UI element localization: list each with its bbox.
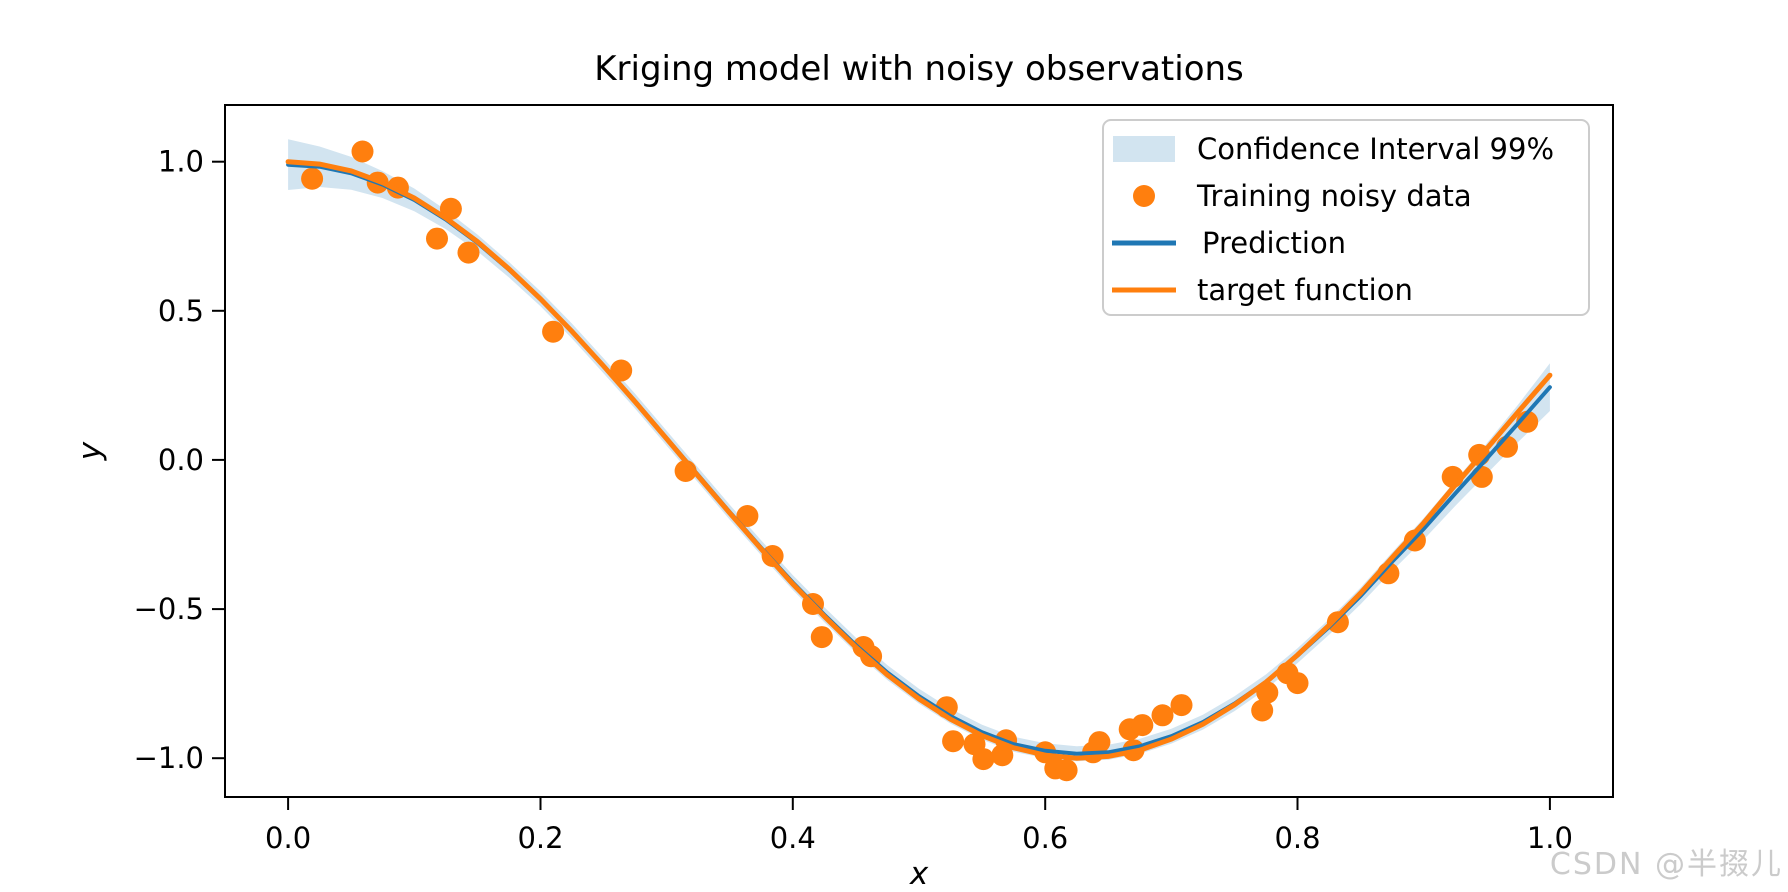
- training-point: [1326, 611, 1349, 634]
- training-point: [761, 545, 784, 567]
- legend-band-swatch: [1113, 136, 1175, 162]
- legend-item-prediction: Prediction: [1202, 226, 1346, 260]
- watermark: CSDN @半掇儿: [1550, 847, 1783, 882]
- legend-item-training-data: Training noisy data: [1196, 179, 1472, 213]
- training-point: [439, 197, 462, 220]
- training-point: [810, 626, 833, 649]
- plot-border: [224, 104, 1614, 798]
- training-point: [736, 505, 759, 527]
- training-point: [351, 140, 374, 163]
- y-tick-label: 1.0: [158, 145, 204, 179]
- legend-box: [1102, 119, 1590, 316]
- training-point: [301, 167, 324, 190]
- y-axis-ticks: −1.0 −0.5 0.0 0.5 1.0: [134, 145, 225, 775]
- training-point: [610, 359, 633, 382]
- chart-title: Kriging model with noisy observations: [594, 49, 1244, 89]
- x-tick-label: 0.8: [1274, 821, 1320, 855]
- training-point: [426, 227, 448, 250]
- legend-item-confidence-interval: Confidence Interval 99%: [1197, 132, 1554, 166]
- x-axis-ticks: 0.0 0.2 0.4 0.6 0.8 1.0: [265, 797, 1573, 855]
- x-tick-label: 0.0: [265, 821, 311, 855]
- training-point: [942, 730, 965, 753]
- target-function-curve: [285, 159, 1553, 761]
- x-tick-label: 1.0: [1527, 821, 1573, 855]
- x-tick-label: 0.2: [517, 821, 563, 855]
- legend: Confidence Interval 99% Training noisy d…: [1102, 119, 1590, 316]
- legend-scatter-swatch: [1133, 185, 1155, 207]
- y-tick-label: 0.0: [158, 443, 204, 477]
- training-scatter-points: [301, 140, 1539, 782]
- x-tick-label: 0.4: [770, 821, 816, 855]
- y-tick-label: 0.5: [158, 294, 204, 328]
- legend-item-target-function: target function: [1197, 273, 1413, 307]
- y-tick-label: −0.5: [134, 592, 204, 626]
- target-function-line: [285, 159, 1553, 761]
- x-axis-label: x: [909, 856, 929, 892]
- training-point: [1151, 704, 1174, 727]
- training-point: [1055, 759, 1078, 782]
- y-axis-label: y: [72, 441, 108, 461]
- training-point: [1131, 714, 1154, 737]
- training-point: [1088, 731, 1111, 754]
- training-point: [1170, 694, 1193, 717]
- training-point: [972, 748, 995, 771]
- training-point: [1286, 672, 1309, 695]
- training-point: [1251, 699, 1274, 722]
- x-tick-label: 0.6: [1022, 821, 1068, 855]
- training-point: [542, 320, 565, 343]
- training-point: [1470, 465, 1493, 488]
- y-tick-label: −1.0: [134, 741, 204, 775]
- training-point: [457, 241, 480, 264]
